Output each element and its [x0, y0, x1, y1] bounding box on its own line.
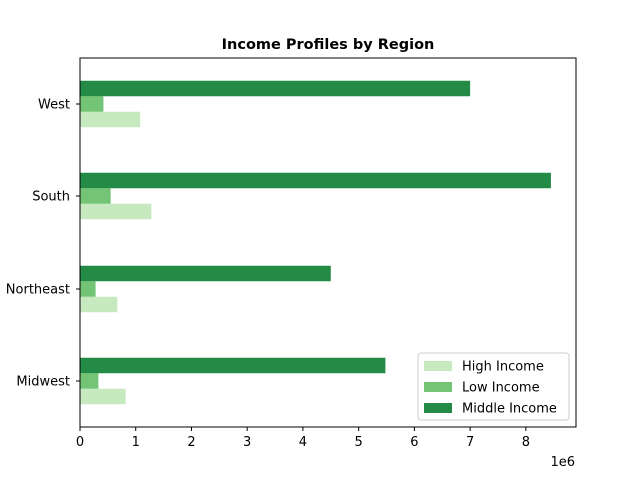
- legend-swatch: [424, 403, 452, 413]
- y-tick-label: West: [38, 98, 70, 113]
- bar-high-income-west: [80, 111, 141, 128]
- bar-high-income-midwest: [80, 388, 126, 405]
- bar-low-income-northeast: [80, 281, 96, 297]
- legend-swatch: [424, 382, 452, 392]
- y-tick-label: South: [32, 190, 70, 205]
- bar-middle-income-northeast: [80, 265, 331, 282]
- y-axis: Midwest Northeast South West: [6, 98, 80, 390]
- plot-frame: [79, 57, 577, 428]
- chart-title: Income Profiles by Region: [222, 37, 435, 53]
- x-tick-label: 4: [299, 435, 307, 450]
- x-tick-label: 2: [187, 435, 195, 450]
- bar-high-income-northeast: [80, 296, 118, 313]
- legend: High Income Low Income Middle Income: [417, 352, 570, 421]
- bar-middle-income-midwest: [80, 357, 386, 374]
- x-axis: 0 1 2 3 4 5 6 7 8: [76, 427, 530, 450]
- x-tick-label: 7: [466, 435, 474, 450]
- x-tick-label: 1: [132, 435, 140, 450]
- bar-middle-income-west: [80, 80, 471, 97]
- bar-high-income-south: [80, 203, 152, 220]
- bar-low-income-south: [80, 188, 111, 204]
- x-tick-label: 6: [410, 435, 418, 450]
- legend-label: High Income: [462, 360, 544, 375]
- legend-label: Middle Income: [462, 402, 557, 417]
- x-tick-label: 0: [76, 435, 84, 450]
- x-axis-offset-label: 1e6: [550, 455, 575, 470]
- y-tick-label: Midwest: [16, 375, 70, 390]
- legend-label: Low Income: [462, 381, 540, 396]
- x-tick-label: 3: [243, 435, 251, 450]
- bars-layer: [80, 80, 551, 405]
- bar-low-income-west: [80, 96, 104, 112]
- legend-swatch: [424, 361, 452, 371]
- bar-low-income-midwest: [80, 373, 99, 389]
- y-tick-label: Northeast: [6, 283, 70, 298]
- x-tick-label: 5: [355, 435, 363, 450]
- legend-frame: [417, 352, 570, 421]
- x-tick-label: 8: [522, 435, 530, 450]
- bar-middle-income-south: [80, 172, 551, 189]
